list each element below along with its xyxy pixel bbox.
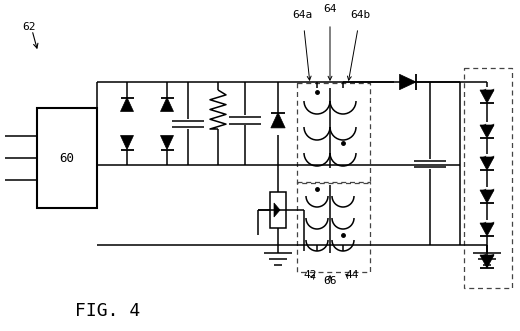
Bar (464, 68, 512, 288)
Polygon shape (399, 74, 416, 90)
Text: 64: 64 (323, 4, 337, 14)
Bar (270, 192, 286, 228)
Polygon shape (161, 135, 174, 150)
Polygon shape (121, 98, 134, 112)
Bar (297, 182, 370, 272)
Text: 60: 60 (59, 152, 74, 165)
Text: 42: 42 (303, 270, 317, 280)
Text: FIG. 4: FIG. 4 (75, 302, 140, 320)
Polygon shape (121, 135, 134, 150)
Polygon shape (274, 203, 280, 217)
Polygon shape (480, 90, 494, 103)
Text: 64a: 64a (292, 10, 312, 20)
Polygon shape (480, 157, 494, 170)
Bar (37, 108, 97, 208)
Bar (297, 83, 370, 183)
Polygon shape (271, 113, 285, 128)
Text: 44: 44 (345, 270, 359, 280)
Polygon shape (480, 190, 494, 203)
Text: 66: 66 (323, 276, 337, 286)
Text: 62: 62 (22, 22, 35, 32)
Text: 64b: 64b (350, 10, 370, 20)
Polygon shape (480, 223, 494, 236)
Polygon shape (161, 98, 174, 112)
Polygon shape (480, 125, 494, 138)
Polygon shape (480, 255, 494, 268)
